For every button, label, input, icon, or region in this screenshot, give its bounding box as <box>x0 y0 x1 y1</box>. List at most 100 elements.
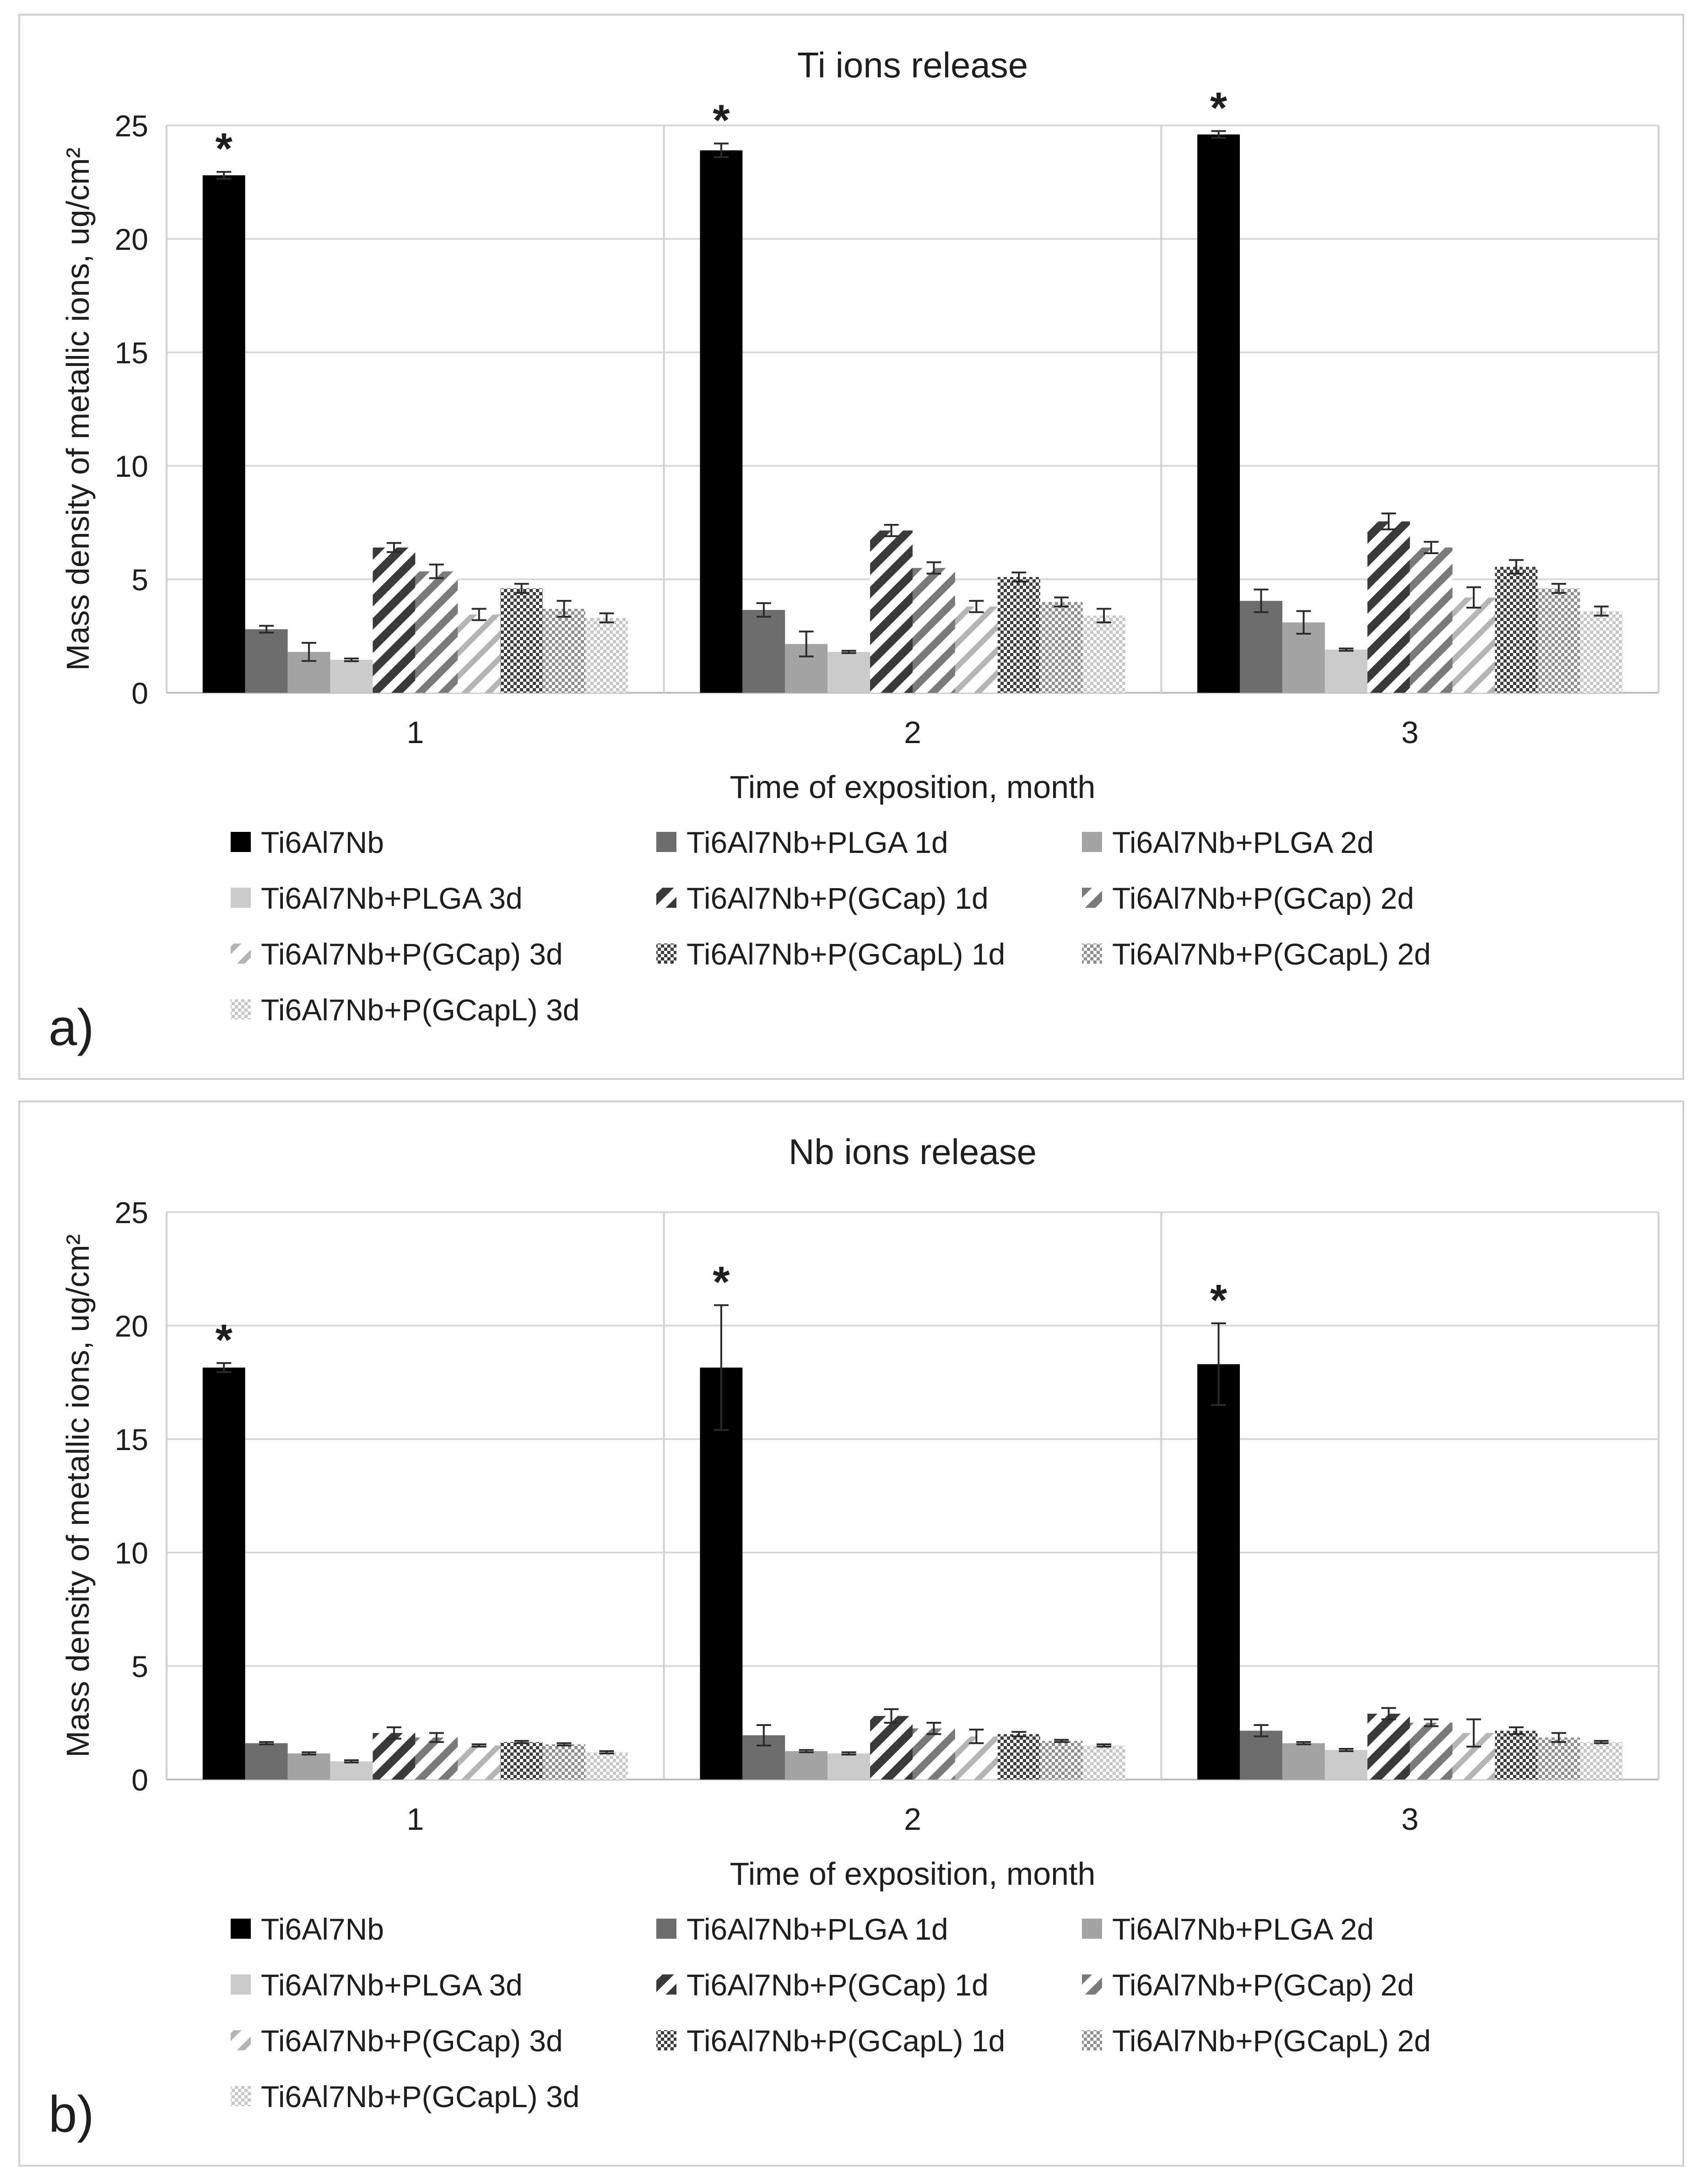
bar <box>1410 547 1453 693</box>
legend-swatch <box>656 944 676 964</box>
y-axis-label: Mass density of metallic ions, ug/cm² <box>60 1234 96 1758</box>
bar <box>415 571 458 693</box>
bar <box>1197 1364 1240 1780</box>
bar <box>330 660 373 693</box>
legend-swatch <box>1082 832 1102 852</box>
bar <box>1410 1723 1453 1780</box>
legend-label: Ti6Al7Nb+PLGA 1d <box>687 1912 948 1946</box>
legend-swatch <box>656 1919 676 1939</box>
bar <box>700 1367 743 1780</box>
legend-label: Ti6Al7Nb+P(GCapL) 3d <box>261 2080 579 2114</box>
bar <box>202 175 245 693</box>
x-tick-label: 2 <box>904 1802 921 1837</box>
legend-swatch <box>656 2030 676 2050</box>
bar <box>1580 611 1623 693</box>
bar <box>202 1367 245 1780</box>
significance-marker: * <box>216 1316 233 1364</box>
y-tick-label: 25 <box>115 109 148 143</box>
legend-swatch <box>656 1974 676 1995</box>
bar <box>870 1716 913 1780</box>
bar <box>287 1753 330 1780</box>
legend-label: Ti6Al7Nb+P(GCap) 3d <box>261 2024 563 2058</box>
legend-label: Ti6Al7Nb+P(GCap) 1d <box>687 881 989 915</box>
legend-label: Ti6Al7Nb+P(GCapL) 2d <box>1112 937 1431 971</box>
significance-marker: * <box>713 96 730 145</box>
bar <box>458 614 501 693</box>
y-tick-label: 10 <box>115 449 148 483</box>
y-tick-label: 15 <box>115 336 148 370</box>
legend-label: Ti6Al7Nb+PLGA 3d <box>261 1968 523 2002</box>
bar <box>245 1743 288 1780</box>
legend-swatch <box>231 832 251 852</box>
bar <box>1240 601 1282 693</box>
significance-marker: * <box>1210 1276 1227 1325</box>
bar <box>373 547 416 693</box>
x-axis-label: Time of exposition, month <box>730 1856 1096 1892</box>
chart-panel-a: Ti ions release 0 5 10 15 20 25 Mass density of… <box>18 14 1684 1080</box>
legend-swatch <box>1082 888 1102 908</box>
bar <box>500 1742 543 1780</box>
bar <box>700 150 743 693</box>
y-tick-label: 10 <box>115 1536 148 1570</box>
legend-label: Ti6Al7Nb+P(GCap) 3d <box>261 937 563 971</box>
bar <box>1040 1741 1083 1780</box>
y-tick-label: 5 <box>131 1650 148 1683</box>
y-axis-label: Mass density of metallic ions, ug/cm² <box>60 147 96 671</box>
y-tick-label: 0 <box>131 1763 148 1797</box>
bar <box>1082 615 1125 693</box>
legend-label: Ti6Al7Nb+PLGA 1d <box>687 825 948 859</box>
bar <box>1040 602 1083 693</box>
bar <box>458 1745 501 1780</box>
bar <box>1495 1731 1538 1780</box>
significance-marker: * <box>1210 83 1227 132</box>
legend-label: Ti6Al7Nb+P(GCapL) 1d <box>687 2024 1005 2058</box>
bar <box>1367 1714 1410 1780</box>
legend-swatch <box>231 2086 251 2106</box>
significance-marker: * <box>216 124 233 173</box>
legend-label: Ti6Al7Nb <box>261 825 384 859</box>
x-tick-label: 3 <box>1401 715 1419 750</box>
x-tick-label: 1 <box>406 1802 424 1837</box>
x-tick-label: 2 <box>904 715 921 750</box>
legend-swatch <box>231 999 251 1019</box>
bar <box>1495 566 1538 693</box>
bar <box>585 618 628 693</box>
legend-label: Ti6Al7Nb+P(GCap) 2d <box>1112 1968 1414 2002</box>
y-tick-label: 15 <box>115 1423 148 1456</box>
legend-swatch <box>1082 2030 1102 2050</box>
legend-swatch <box>231 1974 251 1995</box>
legend-swatch <box>1082 944 1102 964</box>
bar <box>827 652 870 693</box>
bar <box>913 568 955 693</box>
bar <box>1282 1743 1325 1780</box>
bar <box>1452 597 1495 693</box>
y-tick-label: 20 <box>115 1309 148 1343</box>
panel-label: a) <box>49 999 94 1056</box>
bar <box>913 1728 955 1780</box>
y-tick-label: 25 <box>115 1196 148 1230</box>
bar <box>373 1733 416 1780</box>
x-axis-label: Time of exposition, month <box>730 769 1096 805</box>
legend-swatch <box>231 2030 251 2050</box>
bar <box>1367 521 1410 693</box>
y-tick-label: 5 <box>131 563 148 597</box>
significance-marker: * <box>713 1257 730 1306</box>
nb-release-chart: Nb ions release 0 5 10 15 20 25 Mass density of… <box>49 1132 1660 2143</box>
bar <box>1580 1742 1623 1780</box>
legend-label: Ti6Al7Nb+PLGA 2d <box>1112 825 1374 859</box>
chart-title: Nb ions release <box>789 1132 1037 1172</box>
bar <box>1325 1750 1368 1780</box>
bar <box>870 530 913 693</box>
ti-release-chart: Ti ions release 0 5 10 15 20 25 Mass density of… <box>49 45 1660 1056</box>
legend-label: Ti6Al7Nb+PLGA 3d <box>261 881 523 915</box>
legend-label: Ti6Al7Nb+P(GCapL) 3d <box>261 993 579 1027</box>
chart-title: Ti ions release <box>797 45 1028 85</box>
legend-label: Ti6Al7Nb+P(GCapL) 2d <box>1112 2024 1431 2058</box>
legend-swatch <box>231 888 251 908</box>
legend-swatch <box>656 888 676 908</box>
bar <box>1325 649 1368 693</box>
bar <box>1537 1737 1580 1780</box>
legend-label: Ti6Al7Nb <box>261 1912 384 1946</box>
bar <box>997 577 1040 693</box>
bar <box>997 1734 1040 1780</box>
